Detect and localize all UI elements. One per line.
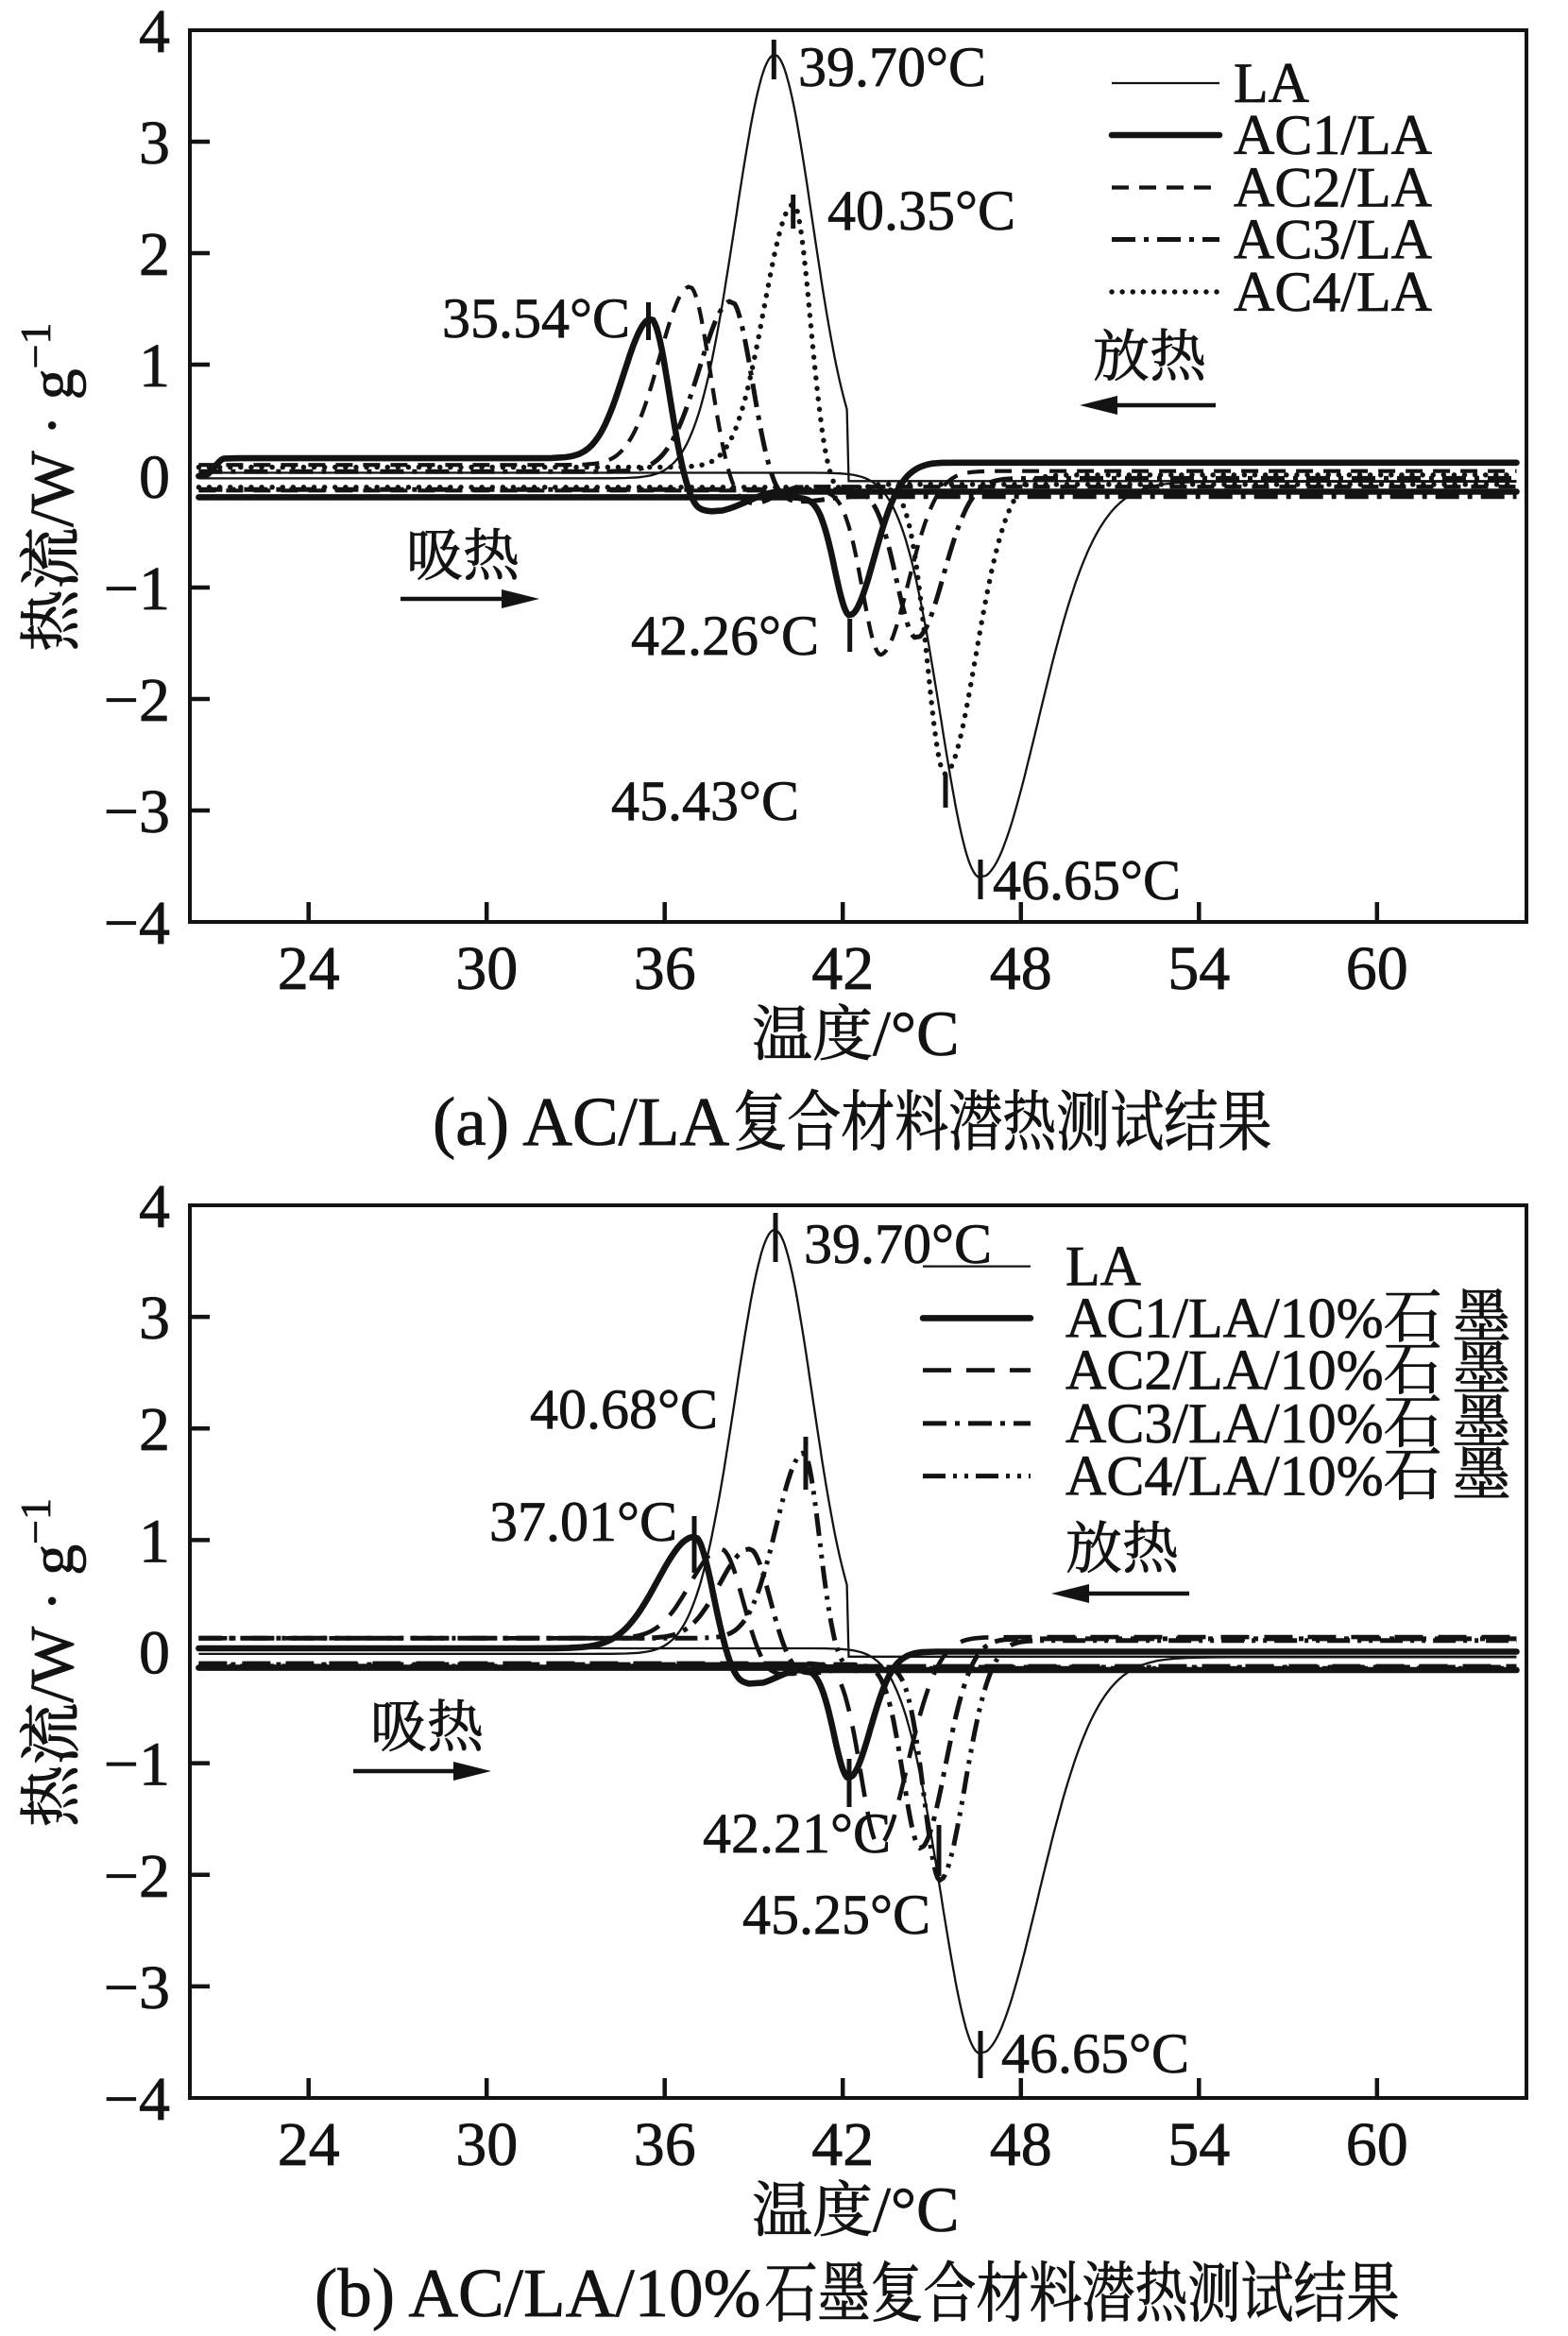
svg-text:AC4/LA/10%: AC4/LA/10% [1065,1445,1384,1508]
svg-text:AC3/LA: AC3/LA [1234,209,1432,271]
svg-text:−1: −1 [11,322,60,368]
svg-text:48: 48 [990,2110,1052,2179]
svg-text:24: 24 [278,2110,340,2179]
svg-text:/°C: /°C [873,2174,959,2245]
svg-text:42.21°C: 42.21°C [703,1802,891,1865]
svg-text:g: g [18,1544,87,1576]
svg-text:·: · [18,1591,87,1611]
svg-text:36: 36 [634,934,696,1003]
svg-text:2: 2 [139,1395,170,1464]
svg-text:/W: /W [18,1626,87,1702]
svg-text:3: 3 [139,1284,170,1353]
svg-text:46.65°C: 46.65°C [993,849,1181,912]
svg-text:35.54°C: 35.54°C [442,287,630,350]
svg-text:(a) AC/LA: (a) AC/LA [433,1083,730,1160]
svg-text:45.43°C: 45.43°C [611,770,799,832]
svg-text:(b) AC/LA/10%: (b) AC/LA/10% [315,2255,760,2331]
svg-text:3: 3 [139,109,170,178]
svg-text:AC2/LA: AC2/LA [1234,157,1432,219]
svg-text:−3: −3 [104,777,170,846]
svg-text:4: 4 [139,1172,170,1241]
svg-text:1: 1 [139,332,170,401]
svg-text:/W: /W [18,451,87,527]
svg-text:−1: −1 [104,1731,170,1799]
svg-text:40.35°C: 40.35°C [827,179,1015,242]
svg-text:4: 4 [139,0,170,66]
svg-text:−4: −4 [104,2065,170,2134]
svg-text:54: 54 [1167,2110,1230,2179]
svg-text:AC2/LA/10%: AC2/LA/10% [1065,1339,1384,1402]
svg-text:·: · [18,415,87,435]
svg-text:42: 42 [811,934,874,1003]
svg-text:/°C: /°C [873,997,959,1069]
svg-text:AC4/LA: AC4/LA [1234,261,1432,323]
svg-text:2: 2 [139,220,170,289]
svg-text:LA: LA [1234,52,1309,114]
svg-text:60: 60 [1346,934,1408,1003]
svg-text:30: 30 [455,2110,518,2179]
svg-text:39.70°C: 39.70°C [804,1213,992,1275]
svg-text:0: 0 [139,443,170,512]
svg-text:46.65°C: 46.65°C [1001,2022,1189,2085]
svg-text:−1: −1 [104,554,170,623]
svg-text:30: 30 [455,934,518,1003]
svg-text:39.70°C: 39.70°C [798,36,986,98]
svg-text:−3: −3 [104,1953,170,2022]
svg-text:AC1/LA: AC1/LA [1234,104,1432,166]
svg-text:45.25°C: 45.25°C [742,1884,930,1946]
svg-text:24: 24 [278,934,340,1003]
svg-text:1: 1 [139,1507,170,1576]
svg-text:36: 36 [634,2110,696,2179]
svg-text:42.26°C: 42.26°C [631,605,819,667]
svg-text:LA: LA [1065,1236,1141,1298]
svg-text:−4: −4 [104,889,170,958]
svg-text:54: 54 [1167,934,1230,1003]
svg-text:−1: −1 [11,1498,60,1544]
svg-text:37.01°C: 37.01°C [489,1491,677,1553]
svg-text:−2: −2 [104,1842,170,1911]
svg-text:40.68°C: 40.68°C [530,1378,718,1441]
svg-text:42: 42 [811,2110,874,2179]
svg-text:60: 60 [1346,2110,1408,2179]
svg-text:48: 48 [990,934,1052,1003]
svg-text:AC1/LA/10%: AC1/LA/10% [1065,1287,1384,1349]
svg-text:g: g [18,368,87,400]
svg-text:−2: −2 [104,666,170,735]
svg-text:AC3/LA/10%: AC3/LA/10% [1065,1392,1384,1455]
svg-text:0: 0 [139,1619,170,1688]
